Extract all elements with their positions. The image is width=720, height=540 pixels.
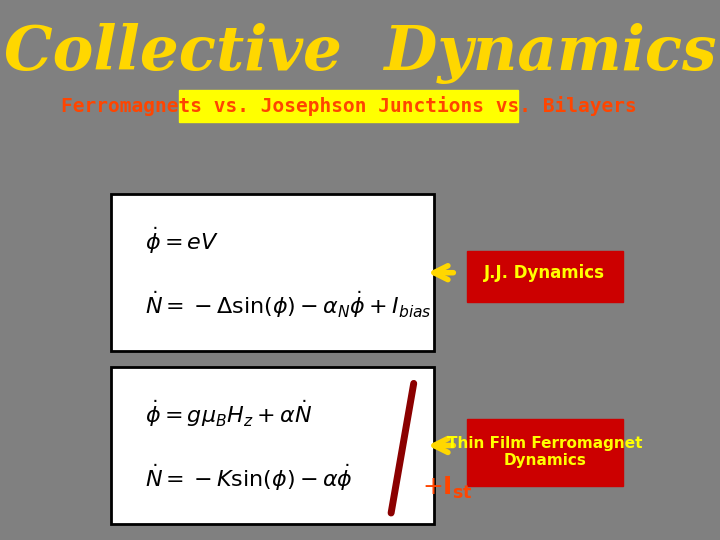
Text: Collective  Dynamics: Collective Dynamics	[4, 24, 716, 84]
FancyBboxPatch shape	[179, 90, 518, 122]
Text: $\dot{\phi}  =  g\mu_B H_z + \alpha\dot{N}$: $\dot{\phi} = g\mu_B H_z + \alpha\dot{N}…	[145, 398, 312, 429]
FancyBboxPatch shape	[467, 418, 623, 486]
FancyBboxPatch shape	[467, 251, 623, 302]
Text: J.J. Dynamics: J.J. Dynamics	[485, 264, 606, 282]
Text: $+\mathbf{I_{st}}$: $+\mathbf{I_{st}}$	[422, 475, 473, 501]
Text: $\dot{N}  =  -K\sin(\phi) - \alpha\dot{\phi}$: $\dot{N} = -K\sin(\phi) - \alpha\dot{\ph…	[145, 462, 353, 493]
FancyBboxPatch shape	[111, 194, 433, 351]
Text: Thin Film Ferromagnet
Dynamics: Thin Film Ferromagnet Dynamics	[447, 436, 643, 468]
FancyBboxPatch shape	[111, 367, 433, 524]
Text: Ferromagnets vs. Josephson Junctions vs. Bilayers: Ferromagnets vs. Josephson Junctions vs.…	[60, 96, 636, 116]
Text: $\dot{\phi}  =  eV$: $\dot{\phi} = eV$	[145, 225, 220, 256]
Text: $\dot{N}  =  -\Delta\sin(\phi) - \alpha_N\dot{\phi} + I_{bias}$: $\dot{N} = -\Delta\sin(\phi) - \alpha_N\…	[145, 289, 432, 320]
